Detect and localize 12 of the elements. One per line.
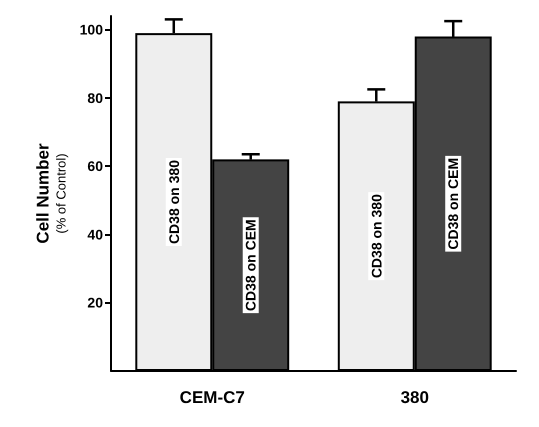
x-tick-label: 380 <box>400 388 429 407</box>
y-tick-label: 60 <box>87 158 104 174</box>
y-axis-title: Cell Number (% of Control) <box>34 143 68 244</box>
text: CD38 on CEM <box>445 158 462 250</box>
text: CD38 on 380 <box>166 160 182 244</box>
y-tick-label: 100 <box>80 22 104 38</box>
y-tick-label: 80 <box>87 90 104 106</box>
y-tick-label: 20 <box>87 294 104 311</box>
y-tick-label: 40 <box>87 226 104 242</box>
series-label: CD38 on CEM <box>242 219 259 312</box>
series-label: CD38 on 380 <box>368 194 384 278</box>
x-tick-label: CEM-C7 <box>180 388 245 407</box>
